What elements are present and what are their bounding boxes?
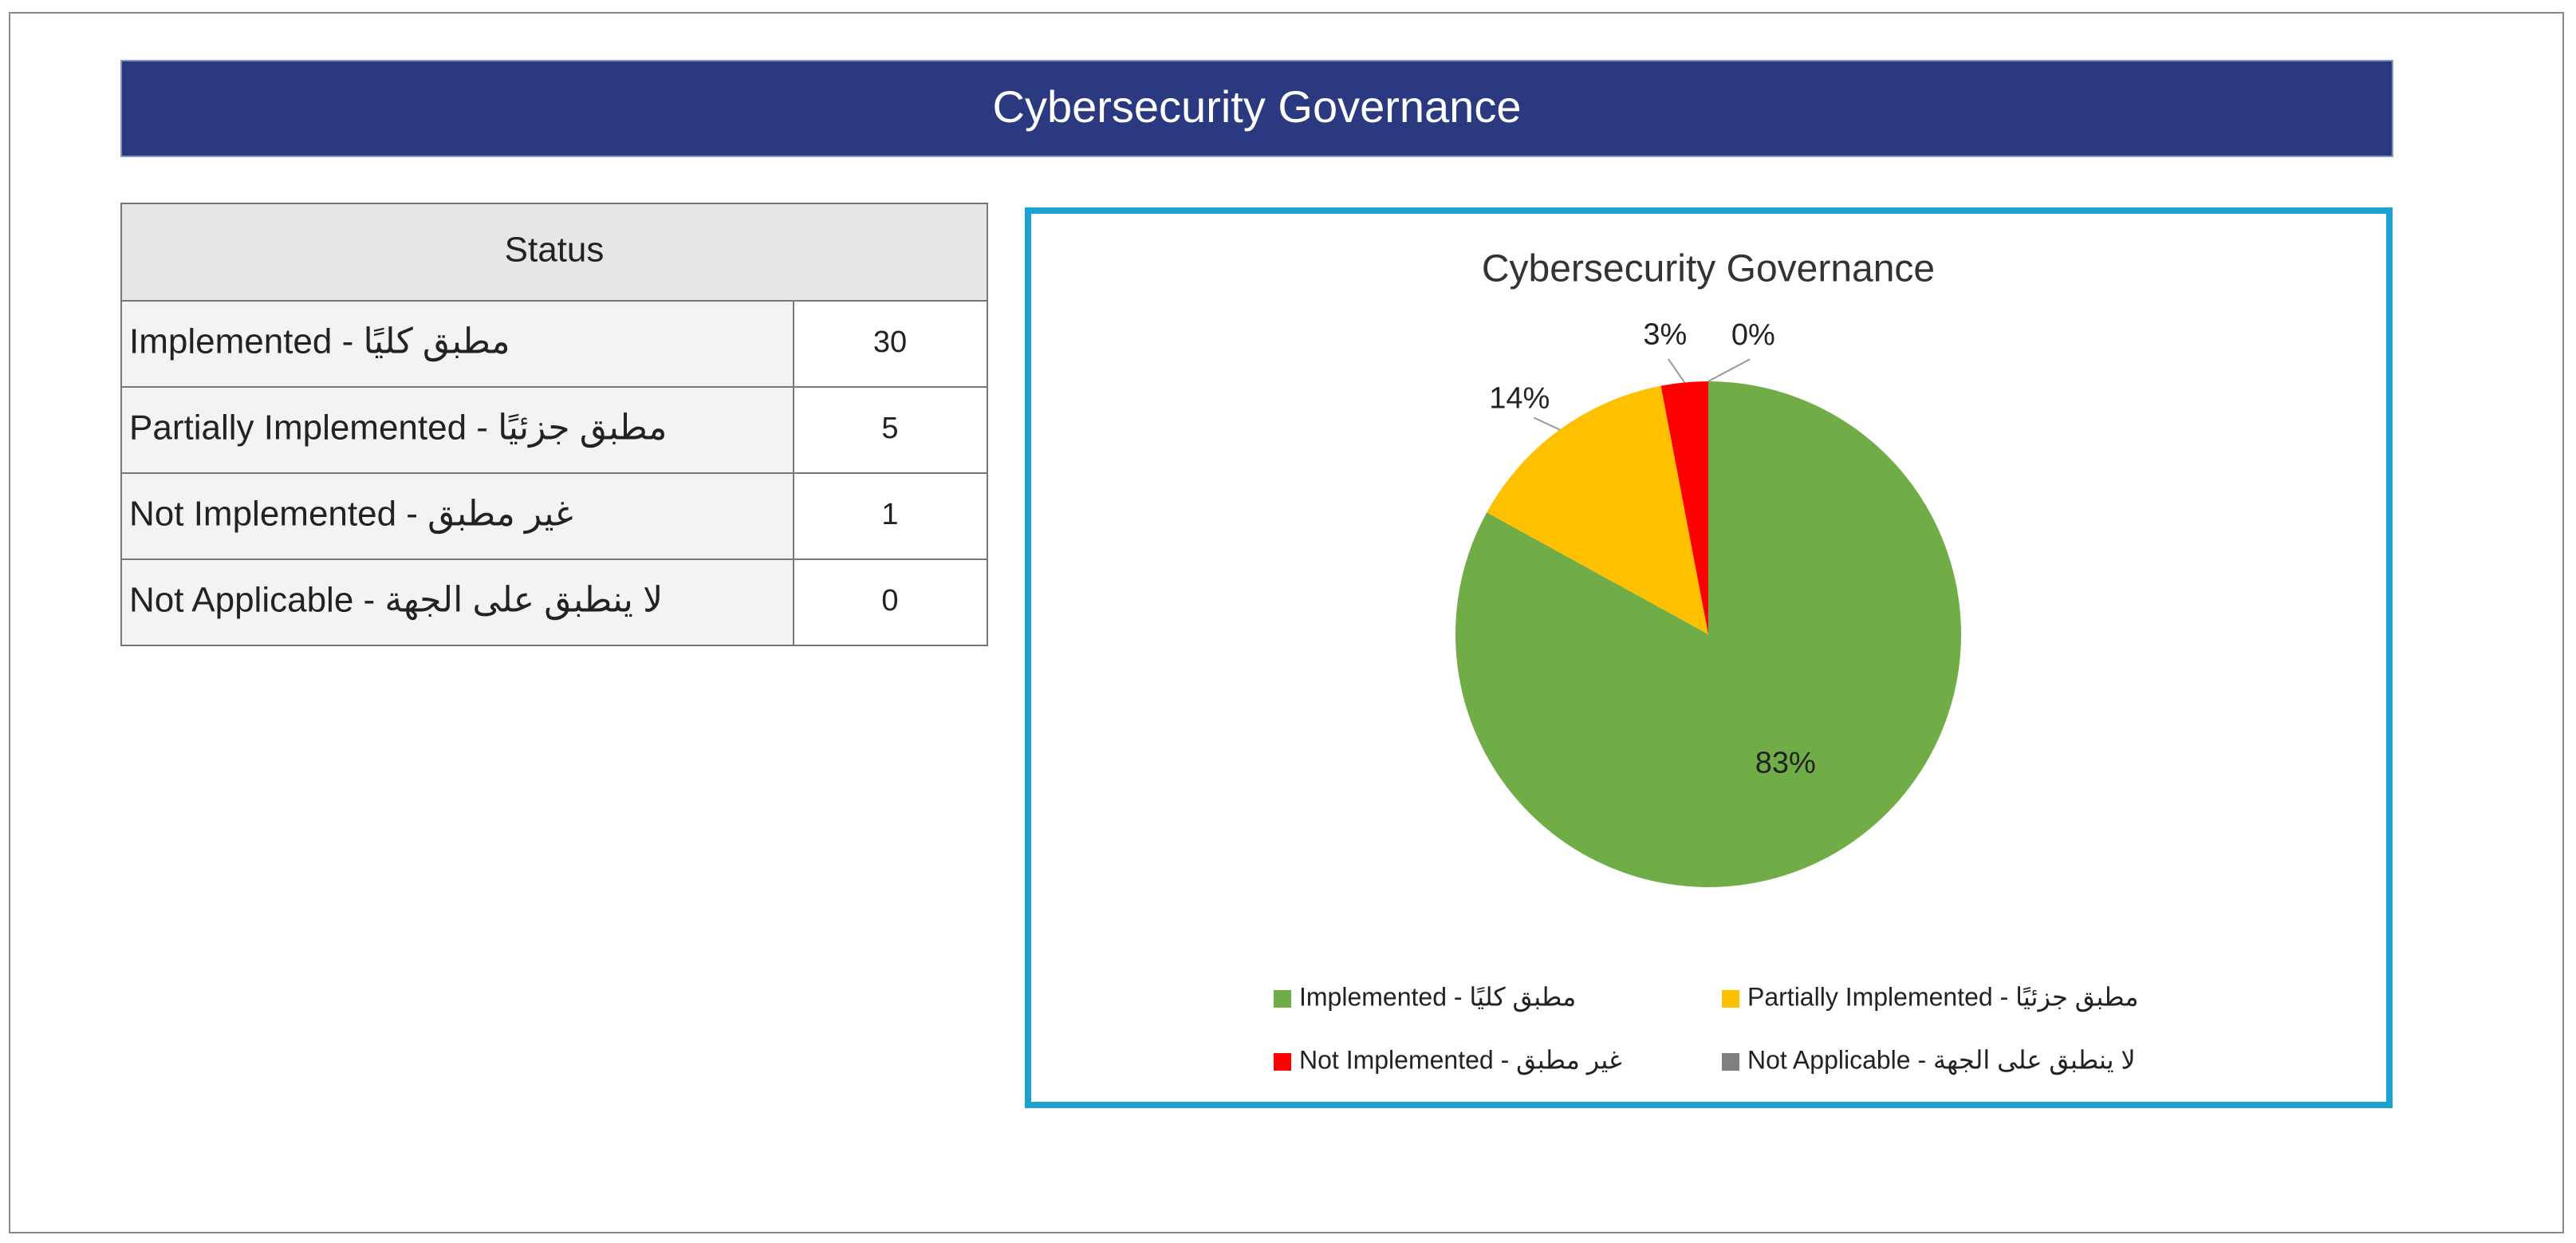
leader-line: [1668, 358, 1685, 383]
legend-label: Not Applicable - لا ينطبق على الجهة: [1747, 1045, 2136, 1075]
status-label: Not Implemented - غير مطبق: [129, 495, 573, 535]
header-bar: [120, 60, 2393, 157]
frame: [9, 12, 2564, 1233]
status-label: Partially Implemented - مطبق جزئيًا: [129, 408, 667, 448]
pie: 83% 14% 3% 0%: [1455, 318, 1961, 887]
status-table: Status Implemented - مطبق كليًا 30 Partial…: [120, 203, 988, 646]
leader-line: [1707, 358, 1751, 382]
data-label: 83%: [1755, 747, 1816, 780]
status-label: Not Applicable - لا ينطبق على الجهة: [129, 581, 663, 621]
legend-label: Implemented - مطبق كليًا: [1299, 982, 1576, 1012]
data-label: 3%: [1643, 318, 1687, 352]
leader-line: [1533, 416, 1561, 431]
header-title: Cybersecurity Governance: [993, 81, 1522, 132]
legend-label: Partially Implemented - مطبق جزئيًا: [1747, 982, 2139, 1012]
table-cell: [120, 472, 794, 560]
status-count: 5: [881, 412, 898, 445]
pie-slice: [1487, 385, 1708, 634]
legend-swatch: [1274, 1053, 1291, 1071]
table-cell: [793, 300, 988, 388]
status-label: Implemented - مطبق كليًا: [129, 322, 510, 362]
status-count: 30: [873, 326, 907, 359]
table-cell: [793, 558, 988, 646]
table-cell: [793, 472, 988, 560]
legend-swatch: [1722, 1053, 1739, 1071]
table-cell: [793, 386, 988, 474]
legend-swatch: [1722, 990, 1739, 1008]
chart-title: Cybersecurity Governance: [1482, 248, 1935, 290]
table-header: Status: [505, 231, 605, 270]
table-header-cell: [120, 203, 988, 302]
chart-frame: [1025, 207, 2393, 1108]
pie-slice: [1660, 381, 1708, 634]
data-label: 0%: [1731, 318, 1775, 352]
data-label: 14%: [1489, 381, 1550, 415]
legend-swatch: [1274, 990, 1291, 1008]
status-count: 0: [881, 584, 898, 618]
status-count: 1: [881, 498, 898, 531]
table-cell: [120, 558, 794, 646]
legend-label: Not Implemented - غير مطبق: [1299, 1045, 1622, 1075]
